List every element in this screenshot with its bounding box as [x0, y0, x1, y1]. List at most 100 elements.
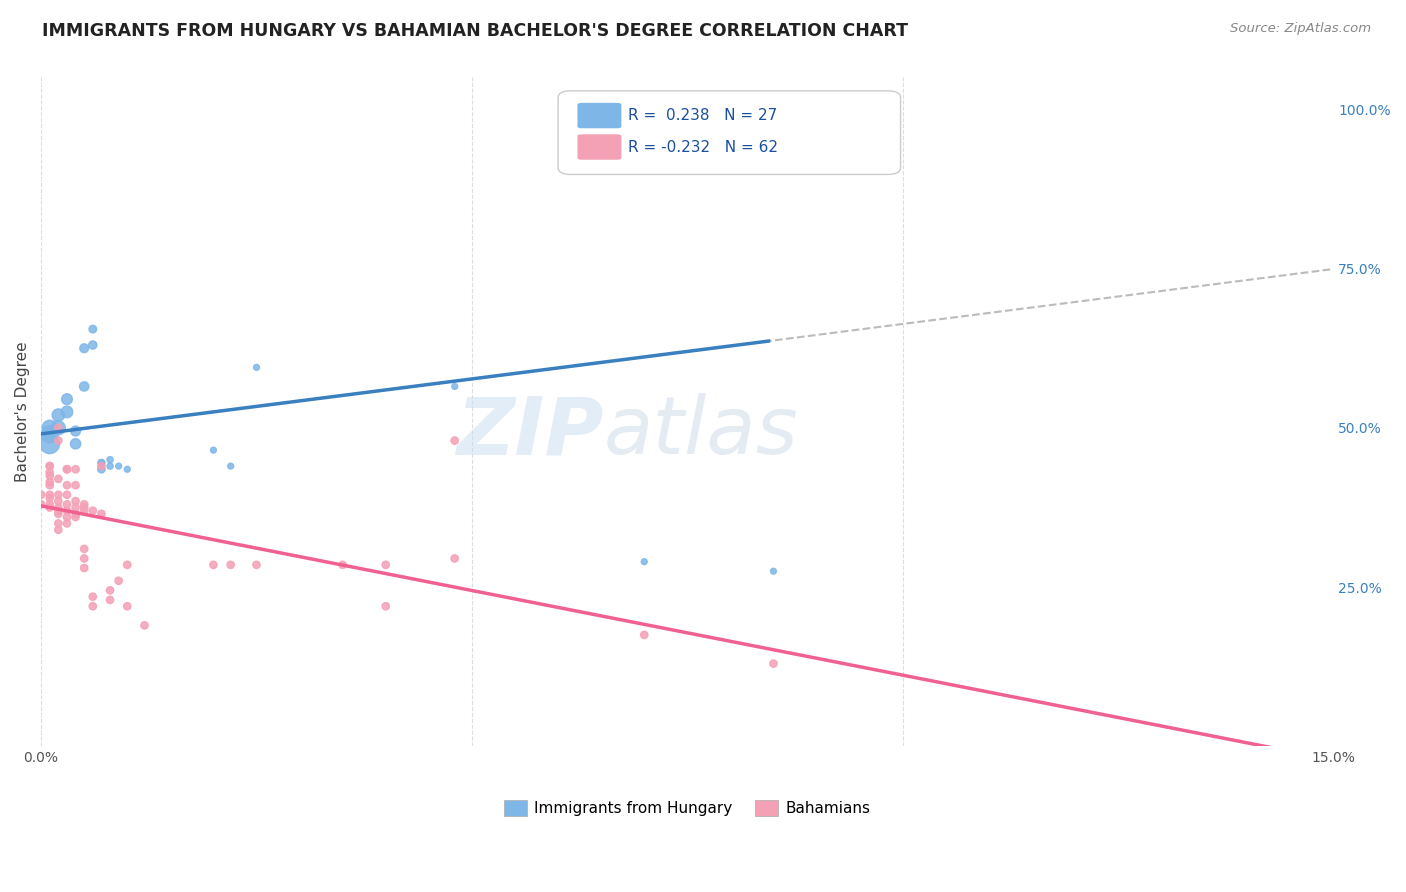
Point [56, 510, 79, 524]
Point [46, 504, 69, 518]
Point [762, 657, 785, 671]
Point [38, 491, 60, 505]
Point [98, 593, 121, 607]
Point [38, 475, 60, 489]
Point [38, 497, 60, 511]
Point [82, 322, 104, 336]
Point [762, 564, 785, 578]
Point [46, 488, 69, 502]
Point [219, 558, 242, 572]
Point [73, 341, 96, 355]
Point [737, 121, 759, 136]
Point [374, 599, 396, 614]
Point [38, 437, 60, 451]
Point [65, 510, 87, 524]
Point [65, 500, 87, 515]
Text: IMMIGRANTS FROM HUNGARY VS BAHAMIAN BACHELOR'S DEGREE CORRELATION CHART: IMMIGRANTS FROM HUNGARY VS BAHAMIAN BACH… [42, 22, 908, 40]
Point [443, 379, 465, 393]
Y-axis label: Bachelor's Degree: Bachelor's Degree [15, 342, 30, 483]
Point [46, 516, 69, 531]
Point [73, 504, 96, 518]
Point [117, 599, 139, 614]
Point [73, 500, 96, 515]
Point [38, 468, 60, 483]
Point [73, 561, 96, 575]
Point [65, 424, 87, 438]
Point [30, 488, 52, 502]
Legend: Immigrants from Hungary, Bahamians: Immigrants from Hungary, Bahamians [498, 794, 877, 822]
Point [65, 437, 87, 451]
Point [46, 421, 69, 435]
Point [46, 494, 69, 508]
Point [46, 507, 69, 521]
Point [82, 504, 104, 518]
Point [46, 472, 69, 486]
Point [46, 434, 69, 448]
Point [73, 497, 96, 511]
Point [762, 121, 785, 136]
Point [56, 497, 79, 511]
Text: R = -0.232   N = 62: R = -0.232 N = 62 [628, 139, 778, 154]
Point [245, 360, 267, 375]
FancyBboxPatch shape [578, 135, 621, 160]
Point [38, 488, 60, 502]
Point [82, 590, 104, 604]
FancyBboxPatch shape [558, 91, 901, 175]
Point [117, 558, 139, 572]
Point [65, 462, 87, 476]
Point [38, 466, 60, 480]
Point [73, 551, 96, 566]
Point [65, 478, 87, 492]
Point [98, 452, 121, 467]
Point [98, 583, 121, 598]
Point [56, 504, 79, 518]
Point [117, 462, 139, 476]
Point [90, 456, 112, 470]
Point [56, 488, 79, 502]
Point [38, 459, 60, 474]
Point [56, 462, 79, 476]
Point [65, 507, 87, 521]
Point [374, 558, 396, 572]
Point [332, 558, 354, 572]
Point [202, 558, 225, 572]
Point [38, 478, 60, 492]
Point [38, 500, 60, 515]
Point [107, 459, 129, 474]
Point [38, 427, 60, 442]
Point [82, 599, 104, 614]
Point [56, 516, 79, 531]
Point [90, 462, 112, 476]
Point [90, 507, 112, 521]
Point [56, 462, 79, 476]
Point [245, 558, 267, 572]
Point [56, 392, 79, 407]
Point [633, 555, 655, 569]
Point [30, 497, 52, 511]
FancyBboxPatch shape [578, 103, 621, 128]
Point [73, 541, 96, 556]
Point [46, 523, 69, 537]
Point [90, 459, 112, 474]
Point [90, 456, 112, 470]
Point [633, 628, 655, 642]
Point [46, 500, 69, 515]
Point [46, 421, 69, 435]
Point [82, 338, 104, 352]
Point [38, 421, 60, 435]
Point [202, 443, 225, 458]
Point [56, 478, 79, 492]
Point [38, 459, 60, 474]
Point [443, 551, 465, 566]
Point [219, 459, 242, 474]
Point [443, 434, 465, 448]
Point [46, 408, 69, 422]
Point [98, 459, 121, 474]
Point [134, 618, 156, 632]
Text: ZIP: ZIP [456, 393, 603, 471]
Point [65, 494, 87, 508]
Text: Source: ZipAtlas.com: Source: ZipAtlas.com [1230, 22, 1371, 36]
Text: atlas: atlas [603, 393, 799, 471]
Point [107, 574, 129, 588]
Point [73, 379, 96, 393]
